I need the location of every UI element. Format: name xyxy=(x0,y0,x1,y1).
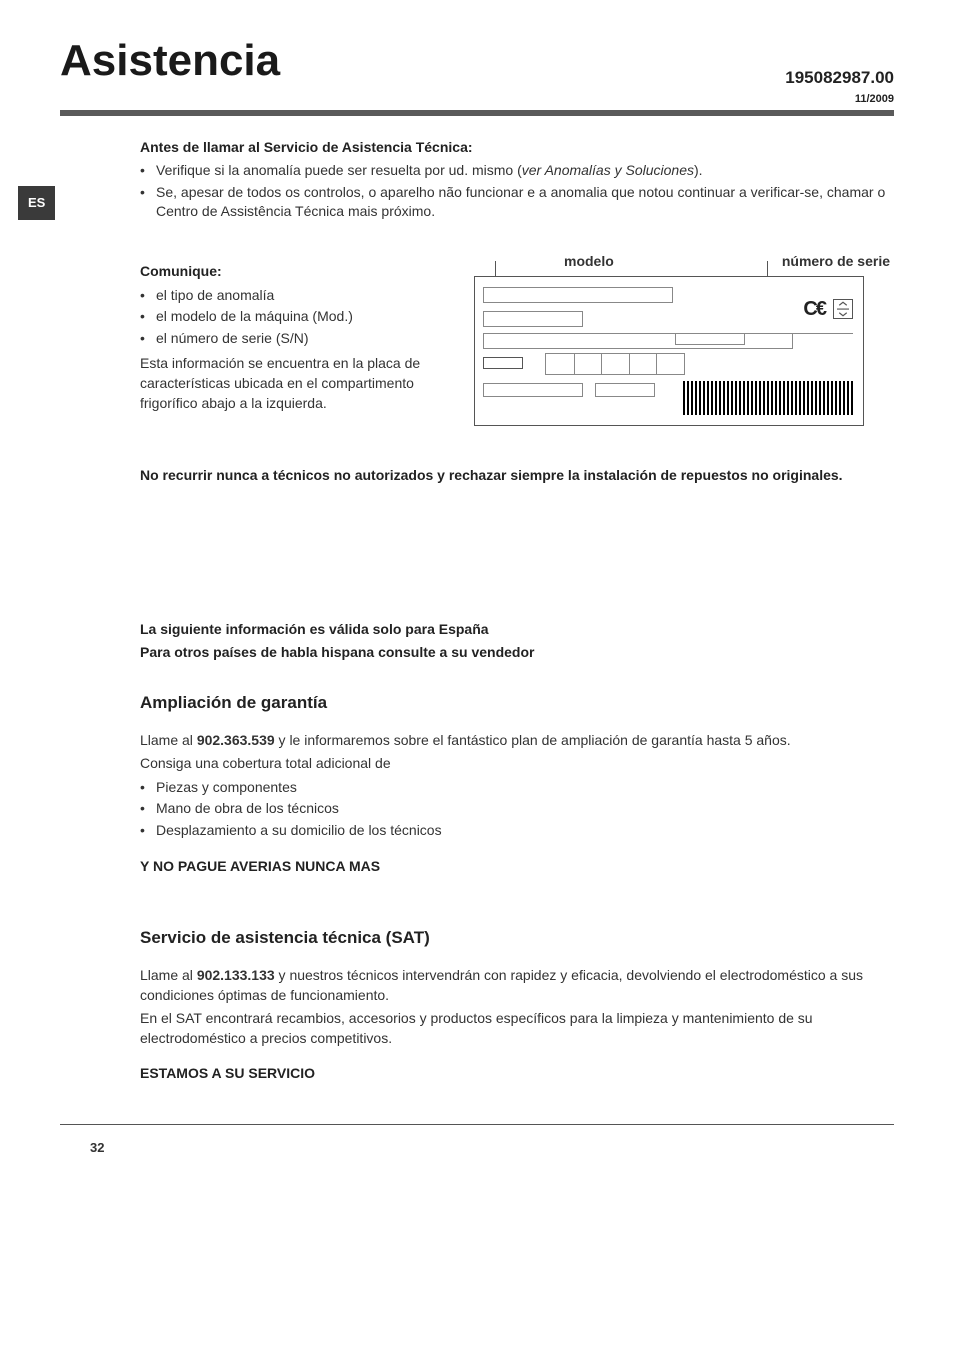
intro-b1-pre: Verifique si la anomalía puede ser resue… xyxy=(156,162,522,178)
main-content: Antes de llamar al Servicio de Asistenci… xyxy=(140,138,894,1084)
plate-grid xyxy=(545,353,685,375)
plate-field xyxy=(675,333,745,345)
plate-field xyxy=(483,383,583,397)
recycle-icon xyxy=(833,299,853,319)
page-header: Asistencia 195082987.00 11/2009 xyxy=(60,30,894,92)
warranty-b2: Mano de obra de los técnicos xyxy=(140,799,894,819)
sat-p1-pre: Llame al xyxy=(140,967,197,983)
comunique-heading: Comunique: xyxy=(140,262,450,282)
doc-date: 11/2009 xyxy=(785,92,894,107)
comunique-b3: el número de serie (S/N) xyxy=(140,329,450,349)
page-title: Asistencia xyxy=(60,30,894,92)
footer-divider xyxy=(60,1124,894,1126)
comunique-b2: el modelo de la máquina (Mod.) xyxy=(140,307,450,327)
spacer xyxy=(140,510,894,620)
sat-p2: En el SAT encontrará recambios, accesori… xyxy=(140,1009,894,1048)
sat-phone: 902.133.133 xyxy=(197,967,275,983)
comunique-bullets: el tipo de anomalía el modelo de la máqu… xyxy=(140,286,450,349)
document-id: 195082987.00 11/2009 xyxy=(785,66,894,107)
comunique-column: Comunique: el tipo de anomalía el modelo… xyxy=(140,262,450,426)
warranty-bullets: Piezas y componentes Mano de obra de los… xyxy=(140,778,894,841)
header-divider xyxy=(60,110,894,116)
page-container: Asistencia 195082987.00 11/2009 Antes de… xyxy=(0,0,954,1188)
warranty-footer: Y NO PAGUE AVERIAS NUNCA MAS xyxy=(140,857,894,877)
warranty-heading: Ampliación de garantía xyxy=(140,691,894,715)
comunique-b1: el tipo de anomalía xyxy=(140,286,450,306)
warranty-b3: Desplazamiento a su domicilio de los téc… xyxy=(140,821,894,841)
language-tab: ES xyxy=(18,186,55,220)
label-modelo: modelo xyxy=(564,252,614,272)
barcode-icon xyxy=(683,381,853,415)
symbols: C€ xyxy=(803,295,853,323)
warning-text: No recurrir nunca a técnicos no autoriza… xyxy=(140,466,894,486)
plate-field xyxy=(483,287,673,303)
doc-id-value: 195082987.00 xyxy=(785,68,894,87)
plate-column: modelo número de serie C€ xyxy=(474,262,894,426)
spain-info-1: La siguiente información es válida solo … xyxy=(140,620,894,640)
spain-info-2: Para otros países de habla hispana consu… xyxy=(140,643,894,663)
plate-field xyxy=(483,311,583,327)
warranty-b1: Piezas y componentes xyxy=(140,778,894,798)
ce-mark-icon: C€ xyxy=(803,295,825,323)
comunique-note: Esta información se encuentra en la plac… xyxy=(140,354,450,413)
warranty-phone: 902.363.539 xyxy=(197,732,275,748)
sat-footer: ESTAMOS A SU SERVICIO xyxy=(140,1064,894,1084)
plate-field xyxy=(483,333,793,349)
intro-b1-post: ). xyxy=(694,162,703,178)
rating-plate-diagram: C€ xyxy=(474,276,864,426)
warranty-p2: Consiga una cobertura total adicional de xyxy=(140,754,894,774)
intro-heading: Antes de llamar al Servicio de Asistenci… xyxy=(140,138,894,158)
intro-bullets: Verifique si la anomalía puede ser resue… xyxy=(140,161,894,222)
plate-small-box xyxy=(483,357,523,369)
sat-heading: Servicio de asistencia técnica (SAT) xyxy=(140,926,894,950)
intro-bullet-1: Verifique si la anomalía puede ser resue… xyxy=(140,161,894,181)
sat-p1: Llame al 902.133.133 y nuestros técnicos… xyxy=(140,966,894,1005)
warranty-p1-post: y le informaremos sobre el fantástico pl… xyxy=(275,732,791,748)
intro-b1-italic: ver Anomalías y Soluciones xyxy=(522,162,694,178)
warranty-p1-pre: Llame al xyxy=(140,732,197,748)
page-number: 32 xyxy=(90,1139,894,1157)
intro-bullet-2: Se, apesar de todos os controlos, o apar… xyxy=(140,183,894,222)
warranty-p1: Llame al 902.363.539 y le informaremos s… xyxy=(140,731,894,751)
label-serie: número de serie xyxy=(782,252,890,272)
two-column-row: Comunique: el tipo de anomalía el modelo… xyxy=(140,262,894,426)
plate-field xyxy=(595,383,655,397)
